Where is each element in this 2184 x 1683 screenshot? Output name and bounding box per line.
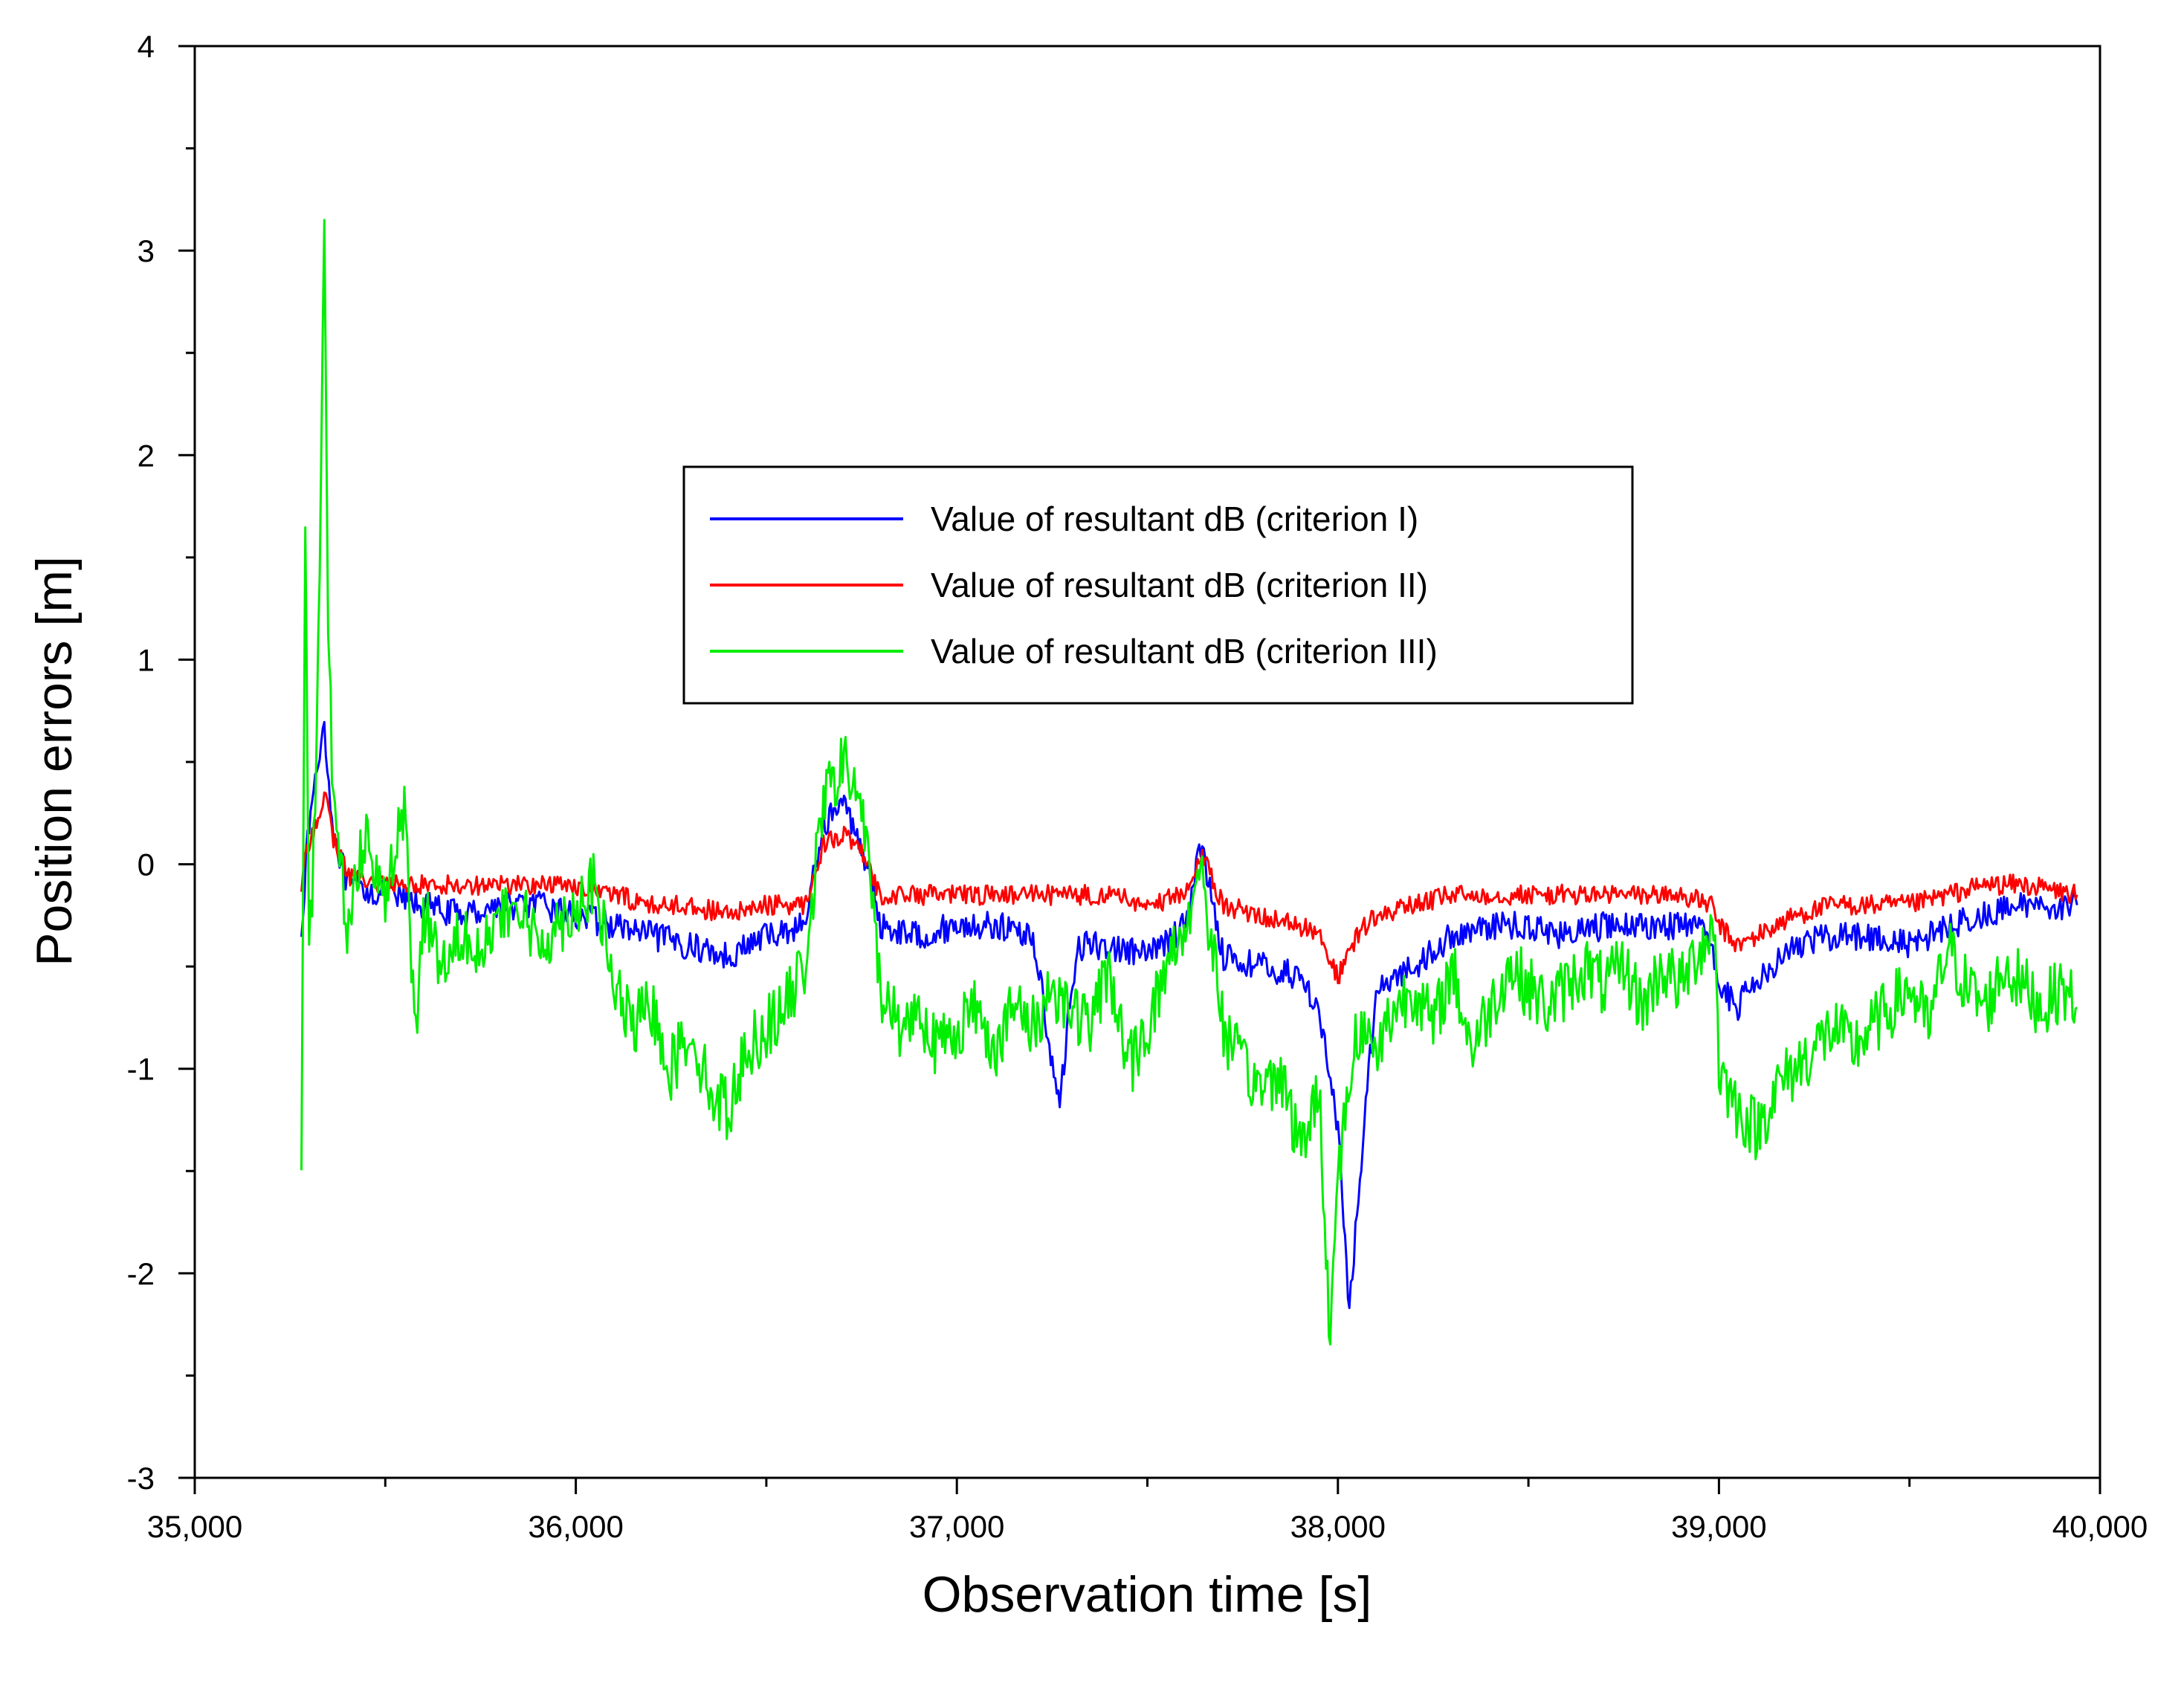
y-tick-label: 4 <box>138 29 155 64</box>
series-layer <box>300 219 2078 1346</box>
x-tick-label: 38,000 <box>1290 1509 1386 1544</box>
legend: Value of resultant dB (criterion I) Valu… <box>682 465 1634 705</box>
x-tick-label: 40,000 <box>2052 1509 2148 1544</box>
x-axis-title: Observation time [s] <box>923 1566 1372 1623</box>
y-tick-label: 3 <box>138 233 155 268</box>
x-tick-label: 36,000 <box>528 1509 623 1544</box>
y-tick-label: -3 <box>127 1461 155 1496</box>
y-tick-label: -1 <box>127 1052 155 1087</box>
y-tick-label: 2 <box>138 438 155 473</box>
x-tick-label: 39,000 <box>1671 1509 1766 1544</box>
legend-label-criterion-2: Value of resultant dB (criterion II) <box>931 566 1428 604</box>
x-tick-label: 37,000 <box>909 1509 1004 1544</box>
series-line-criterion-3 <box>300 219 2078 1346</box>
legend-label-criterion-3: Value of resultant dB (criterion III) <box>931 632 1438 671</box>
y-tick-label: 0 <box>138 847 155 882</box>
series-line-criterion-2 <box>300 791 2078 984</box>
tick-layer: 35,000 36,000 37,000 38,000 39,000 40,000 -3 -2… <box>127 29 2148 1544</box>
y-tick-label: -2 <box>127 1256 155 1291</box>
legend-label-criterion-1: Value of resultant dB (criterion I) <box>931 500 1418 538</box>
x-tick-label: 35,000 <box>147 1509 242 1544</box>
y-tick-label: 1 <box>138 642 155 677</box>
y-axis-title: Position errors [m] <box>26 556 83 966</box>
